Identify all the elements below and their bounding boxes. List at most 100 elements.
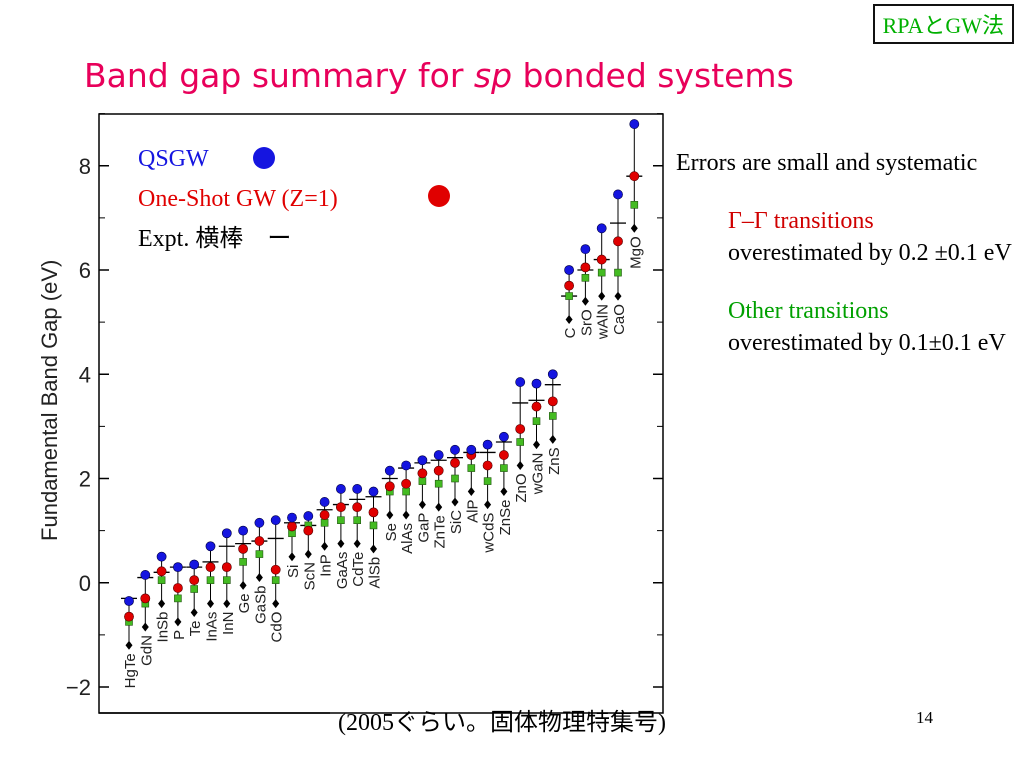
oneshot-point xyxy=(172,583,183,593)
material-marker xyxy=(484,500,492,510)
legend-oneshot-marker xyxy=(428,185,450,207)
material-marker xyxy=(207,599,214,609)
material-marker xyxy=(402,510,410,520)
qsgw-point xyxy=(401,460,411,471)
lda-point xyxy=(174,594,182,603)
y-tick-label: 4 xyxy=(79,362,91,387)
lda-point xyxy=(320,519,329,527)
oneshot-point xyxy=(221,562,232,573)
material-label: ZnTe xyxy=(432,515,449,548)
material-label: Ge xyxy=(236,593,253,613)
qsgw-point xyxy=(124,596,134,606)
material-marker xyxy=(451,497,459,507)
qsgw-point xyxy=(368,486,379,497)
plot-frame xyxy=(98,113,664,714)
material-marker xyxy=(337,539,345,549)
material-marker xyxy=(304,549,312,559)
lda-point xyxy=(597,268,606,277)
lda-point xyxy=(353,516,362,525)
lda-point xyxy=(451,474,459,483)
oneshot-point xyxy=(189,575,200,586)
qsgw-point xyxy=(352,484,363,494)
material-label: wAlN xyxy=(595,304,612,340)
material-marker xyxy=(288,552,296,562)
material-label: ScN xyxy=(301,562,318,590)
lda-point xyxy=(467,464,476,472)
oneshot-point xyxy=(482,460,493,471)
citation: (2005ぐらい。固体物理特集号) xyxy=(338,710,666,736)
legend-expt-label: Expt. 横棒 ー xyxy=(138,225,291,252)
qsgw-point xyxy=(450,444,460,455)
gamma-gamma-text: overestimated by 0.2 ±0.1 eV xyxy=(728,239,1012,266)
other-transitions-heading: Other transitions xyxy=(728,297,889,324)
material-label: InAs xyxy=(204,612,221,642)
material-marker xyxy=(370,544,377,554)
lda-point xyxy=(157,576,166,584)
qsgw-point xyxy=(238,525,248,536)
material-marker xyxy=(467,487,475,497)
qsgw-point xyxy=(417,455,428,466)
lda-point xyxy=(190,585,198,593)
material-label: AlSb xyxy=(367,557,384,589)
material-marker xyxy=(598,291,606,301)
material-marker xyxy=(174,617,182,627)
oneshot-point xyxy=(547,396,558,407)
oneshot-point xyxy=(238,543,248,554)
qsgw-point xyxy=(287,512,297,523)
oneshot-point xyxy=(629,171,640,182)
qsgw-point xyxy=(629,119,640,129)
material-marker xyxy=(581,296,589,306)
title-post: bonded systems xyxy=(512,56,794,95)
material-marker xyxy=(630,223,638,233)
qsgw-point xyxy=(613,189,623,200)
qsgw-point xyxy=(596,223,607,234)
material-label: ZnSe xyxy=(497,500,514,536)
material-label: P xyxy=(171,630,188,640)
legend-qsgw-marker xyxy=(253,147,275,169)
oneshot-point xyxy=(303,525,314,536)
page-number: 14 xyxy=(916,708,933,727)
oneshot-point xyxy=(596,254,607,265)
qsgw-point xyxy=(580,244,591,255)
material-label: InP xyxy=(318,554,335,577)
material-marker xyxy=(500,487,508,497)
oneshot-point xyxy=(450,457,460,468)
oneshot-point xyxy=(613,236,623,247)
oneshot-point xyxy=(254,536,265,546)
material-marker xyxy=(141,622,149,632)
lda-point xyxy=(223,576,231,584)
slide-title: Band gap summary for sp bonded systems xyxy=(84,56,794,95)
section-tag: RPAとGW法 xyxy=(872,4,1014,44)
title-emphasis: sp xyxy=(473,56,513,95)
qsgw-point xyxy=(189,559,200,570)
qsgw-point xyxy=(466,444,477,455)
lda-point xyxy=(483,477,492,485)
lda-point xyxy=(581,274,590,282)
notes-summary: Errors are small and systematic xyxy=(676,150,978,176)
oneshot-point xyxy=(156,566,167,577)
oneshot-point xyxy=(384,481,395,492)
qsgw-point xyxy=(270,515,281,526)
notes-panel: Errors are small and systematic Γ–Γ tran… xyxy=(676,148,1016,360)
lda-point xyxy=(516,438,525,446)
oneshot-point xyxy=(433,465,444,476)
lda-point xyxy=(337,516,345,525)
gamma-gamma-heading: Γ–Γ transitions xyxy=(728,207,874,234)
oneshot-point xyxy=(580,262,591,273)
legend-oneshot-label: One-Shot GW (Z=1) xyxy=(138,186,338,212)
lda-point xyxy=(255,550,264,558)
material-label: Si xyxy=(285,565,302,578)
material-label: GdN xyxy=(138,635,155,666)
material-marker xyxy=(190,607,198,617)
oneshot-point xyxy=(319,510,330,520)
oneshot-point xyxy=(205,562,216,573)
qsgw-point xyxy=(205,541,216,552)
qsgw-point xyxy=(384,465,395,476)
oneshot-point xyxy=(417,468,428,479)
legend-qsgw-label: QSGW xyxy=(138,146,209,172)
lda-point xyxy=(369,521,378,530)
y-tick-label: −2 xyxy=(66,675,91,700)
material-marker xyxy=(353,539,361,549)
material-label: CaO xyxy=(611,304,628,335)
